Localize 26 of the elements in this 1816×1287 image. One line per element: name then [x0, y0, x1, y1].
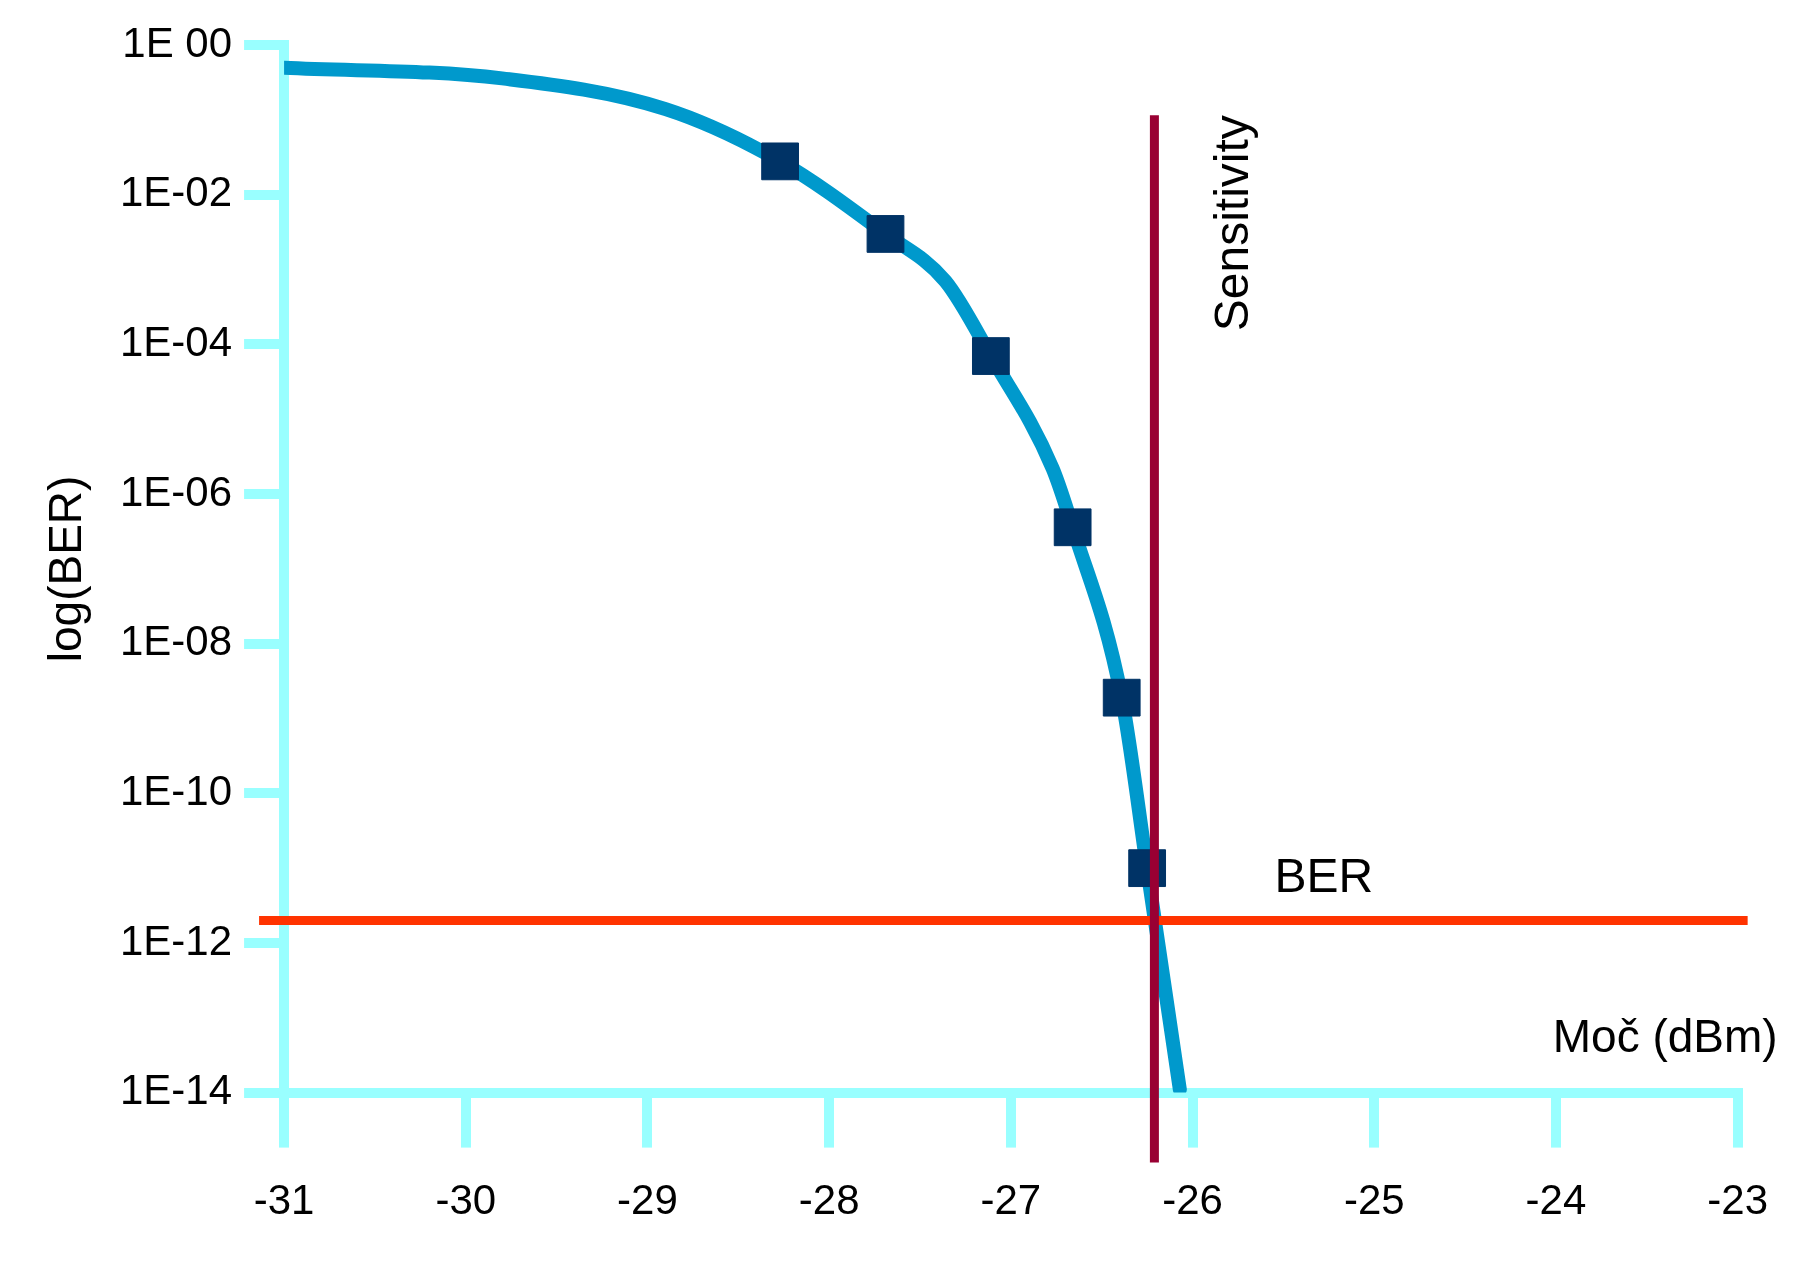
y-tick-label: 1E-04 — [120, 318, 233, 366]
y-tick-label: 1E-14 — [120, 1066, 233, 1114]
x-tick-label: -27 — [980, 1176, 1042, 1224]
x-tick-label: -23 — [1707, 1176, 1768, 1224]
y-tick-label: 1E-02 — [120, 168, 233, 216]
ref-line-label: BER — [1274, 848, 1374, 902]
x-tick-label: -26 — [1162, 1176, 1223, 1224]
point — [1102, 678, 1141, 717]
point — [761, 142, 799, 181]
x-tick-label: -25 — [1343, 1176, 1405, 1224]
y-tick-label: 1E-10 — [120, 766, 233, 814]
x-tick-label: -24 — [1525, 1176, 1587, 1224]
x-tick-label: -28 — [798, 1176, 860, 1224]
x-tick-label: -30 — [435, 1176, 497, 1224]
x-tick-label: -29 — [617, 1176, 678, 1224]
y-axis-title: log(BER) — [38, 475, 91, 663]
point — [866, 215, 905, 253]
ref-line-label: Sensitivity — [1204, 115, 1258, 332]
point — [971, 337, 1010, 375]
y-tick-label: 1E-06 — [120, 467, 233, 515]
y-tick-label: 1E 00 — [122, 18, 233, 66]
point — [1053, 508, 1092, 547]
y-tick-label: 1E-12 — [120, 916, 233, 964]
x-axis-title: Moč (dBm) — [1552, 1010, 1778, 1063]
x-tick-label: -31 — [253, 1176, 315, 1224]
y-tick-label: 1E-08 — [120, 617, 233, 665]
